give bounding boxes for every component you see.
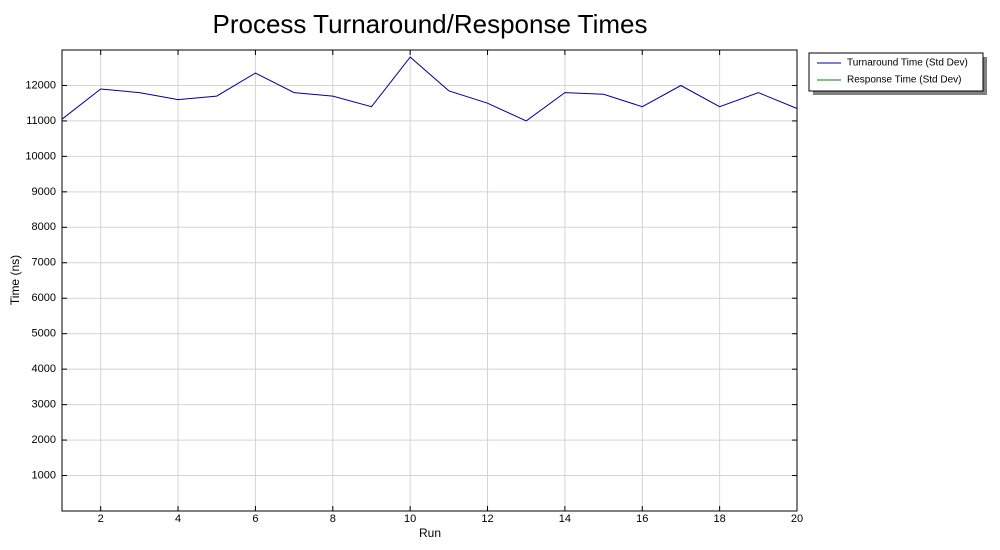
x-tick-label: 18 (714, 513, 726, 525)
series-line (61, 56, 798, 122)
y-tick-label: 4000 (32, 363, 56, 375)
x-tick-label: 8 (330, 513, 336, 525)
plot-area (62, 50, 797, 511)
chart-title: Process Turnaround/Response Times (213, 9, 648, 39)
x-tick-label: 6 (252, 513, 258, 525)
y-tick-label: 6000 (32, 292, 56, 304)
y-tick-label: 11000 (26, 115, 56, 127)
x-tick-label: 14 (559, 513, 571, 525)
y-tick-label: 2000 (32, 434, 56, 446)
x-tick-label: 12 (481, 513, 493, 525)
y-tick-label: 7000 (32, 257, 56, 269)
y-tick-label: 8000 (32, 221, 56, 233)
y-tick-label: 12000 (25, 79, 56, 91)
y-tick-label: 9000 (32, 186, 56, 198)
legend-label: Response Time (Std Dev) (847, 75, 962, 86)
plot-frame (61, 49, 798, 512)
legend (808, 52, 984, 92)
y-tick-label: 3000 (32, 399, 56, 411)
y-tick-label: 5000 (32, 328, 56, 340)
x-axis-label: Run (419, 526, 441, 540)
y-tick-label: 1000 (32, 469, 56, 481)
x-tick-label: 2 (98, 513, 104, 525)
legend-label: Turnaround Time (Std Dev) (847, 58, 968, 69)
x-tick-label: 4 (175, 513, 181, 525)
x-tick-label: 10 (404, 513, 416, 525)
x-tick-label: 20 (791, 513, 803, 525)
x-tick-label: 16 (636, 513, 648, 525)
y-tick-label: 10000 (25, 150, 56, 162)
y-axis-label: Time (ns) (8, 255, 22, 305)
